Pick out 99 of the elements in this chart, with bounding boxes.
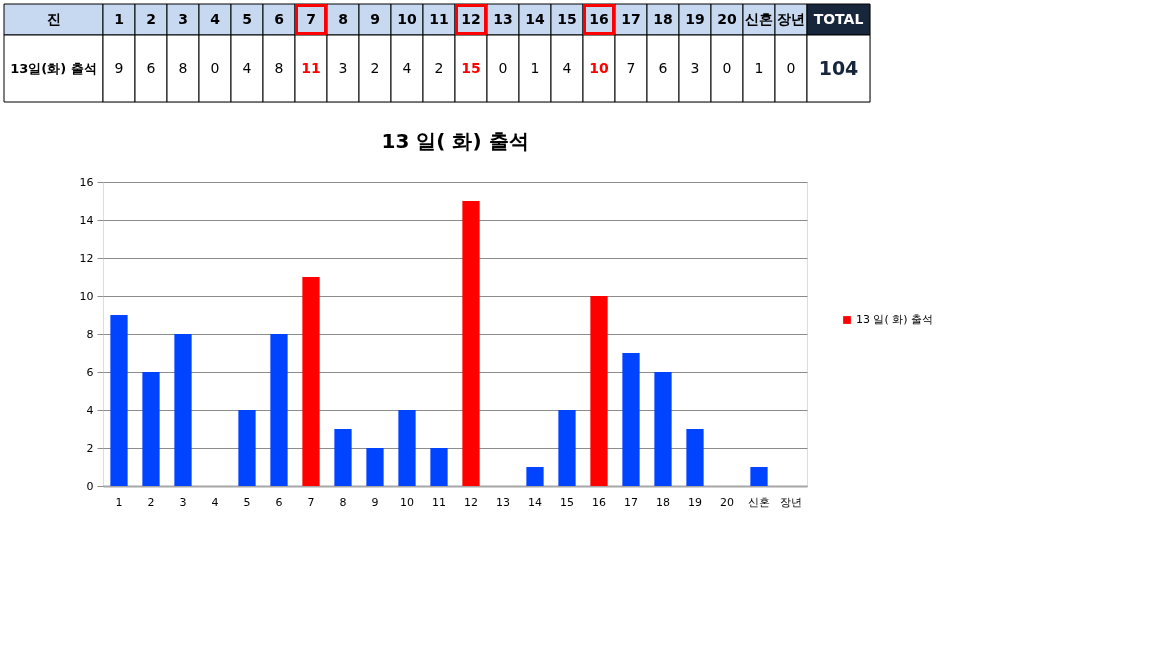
x-tick-label: 11 <box>432 495 446 509</box>
data-label: 1 <box>530 59 540 76</box>
x-tick-label: 4 <box>211 495 219 509</box>
bar <box>686 429 704 486</box>
x-tick-label: 9 <box>371 495 379 509</box>
bar <box>462 201 480 486</box>
x-tick-label: 5 <box>243 495 251 509</box>
bar <box>302 277 320 486</box>
x-tick-label: 15 <box>560 495 574 509</box>
x-tick-label: 19 <box>688 495 702 509</box>
category-label: 18 <box>653 10 673 27</box>
y-tick-label: 12 <box>79 251 94 265</box>
data-label: 0 <box>498 59 508 76</box>
x-tick-label: 장년 <box>780 495 802 509</box>
data-label: 7 <box>626 59 636 76</box>
x-tick-label: 신혼 <box>748 495 770 509</box>
text: 진 <box>46 10 61 27</box>
bar <box>110 315 128 486</box>
x-tick-label: 6 <box>275 495 283 509</box>
category-label: 8 <box>338 10 348 27</box>
bar <box>654 372 672 486</box>
data-label: 0 <box>722 59 732 76</box>
category-label: 11 <box>429 10 449 27</box>
text: TOTAL <box>813 10 864 27</box>
bar <box>750 467 768 486</box>
y-tick-label: 8 <box>86 327 94 341</box>
category-label: 17 <box>621 10 641 27</box>
text: 10 <box>397 10 417 27</box>
bar <box>526 467 544 486</box>
y-tick-label: 16 <box>79 175 94 189</box>
category-label: 4 <box>210 10 220 27</box>
category-label: 1 <box>114 10 124 27</box>
text: 13일(화) 출석 <box>10 60 97 76</box>
data-label: 2 <box>370 59 380 76</box>
y-tick-label: 0 <box>86 479 94 493</box>
bar <box>334 429 352 486</box>
category-label: 14 <box>525 10 545 27</box>
bar <box>430 448 448 486</box>
data-label: 6 <box>658 59 668 76</box>
category-label: 3 <box>178 10 188 27</box>
data-label: 1 <box>754 59 764 76</box>
legend-label: 13 일( 화) 출석 <box>856 313 934 326</box>
data-label: 6 <box>146 59 156 76</box>
data-label: 8 <box>274 59 284 76</box>
category-label: 2 <box>146 10 156 27</box>
x-tick-label: 13 <box>496 495 510 509</box>
data-label: 15 <box>461 59 481 76</box>
bar <box>142 372 160 486</box>
data-label: 4 <box>242 59 252 76</box>
data-label: 4 <box>402 59 412 76</box>
x-tick-label: 10 <box>400 495 414 509</box>
category-label: 장년 <box>777 10 805 27</box>
bar <box>398 410 416 486</box>
data-label: 4 <box>562 59 572 76</box>
chart-title: 13 일( 화) 출석 <box>381 129 529 153</box>
x-tick-label: 16 <box>592 495 606 509</box>
x-tick-label: 14 <box>528 495 542 509</box>
category-label: 20 <box>717 10 737 27</box>
bar <box>174 334 192 486</box>
category-label: 19 <box>685 10 705 27</box>
category-label: 13 <box>493 10 513 27</box>
data-label: 3 <box>338 59 348 76</box>
x-tick-label: 20 <box>720 495 734 509</box>
x-tick-label: 1 <box>115 495 123 509</box>
category-label: 12 <box>461 10 481 27</box>
x-tick-label: 7 <box>307 495 315 509</box>
x-tick-label: 8 <box>339 495 347 509</box>
y-tick-label: 4 <box>86 403 94 417</box>
category-label: 15 <box>557 10 577 27</box>
category-label: 16 <box>589 10 609 27</box>
x-tick-label: 3 <box>179 495 187 509</box>
category-label: 신혼 <box>745 10 773 27</box>
data-label: 9 <box>114 59 124 76</box>
bar <box>238 410 256 486</box>
x-tick-label: 17 <box>624 495 638 509</box>
data-label: 11 <box>301 59 321 76</box>
category-label: 5 <box>242 10 252 27</box>
data-label: 3 <box>690 59 700 76</box>
category-label: 9 <box>370 10 380 27</box>
text: 104 <box>818 56 859 79</box>
x-tick-label: 12 <box>464 495 478 509</box>
bar <box>590 296 608 486</box>
bar <box>270 334 288 486</box>
data-label: 0 <box>210 59 220 76</box>
x-tick-label: 2 <box>147 495 155 509</box>
data-label: 2 <box>434 59 444 76</box>
x-tick-label: 18 <box>656 495 670 509</box>
bar <box>558 410 576 486</box>
category-label: 6 <box>274 10 284 27</box>
bar <box>366 448 384 486</box>
data-label: 8 <box>178 59 188 76</box>
y-tick-label: 6 <box>86 365 94 379</box>
y-tick-label: 14 <box>79 213 94 227</box>
y-tick-label: 2 <box>86 441 94 455</box>
bar <box>622 353 640 486</box>
data-label: 0 <box>786 59 796 76</box>
data-label: 10 <box>589 59 609 76</box>
y-tick-label: 10 <box>79 289 94 303</box>
category-label: 7 <box>306 10 316 27</box>
